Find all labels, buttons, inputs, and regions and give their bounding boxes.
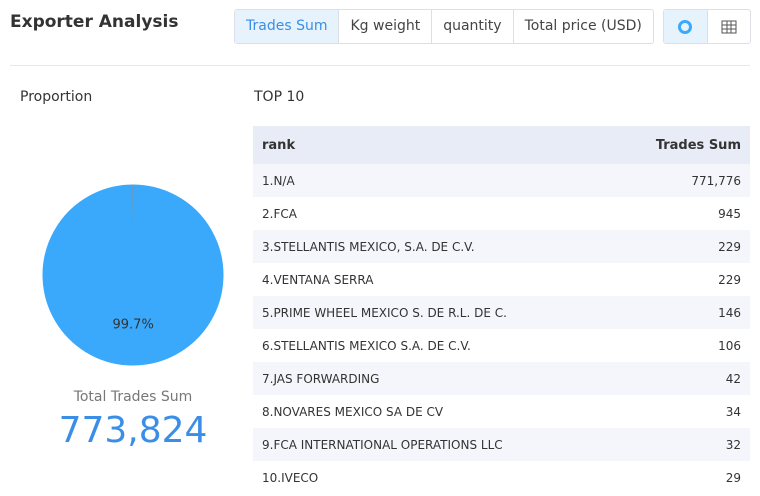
trades-sum: 106	[718, 338, 741, 353]
slice-label: 99.7%	[113, 317, 154, 332]
title: Exporter Analysis	[10, 12, 179, 32]
pie-view-button[interactable]	[664, 10, 708, 43]
table-row: 8.NOVARES MEXICO SA DE CV 34	[253, 395, 750, 428]
column-header: rank	[253, 126, 610, 164]
rank: 1.N/A	[253, 164, 610, 197]
table-icon	[721, 20, 737, 33]
total-value: 773,824	[58, 410, 208, 451]
rank: 7.JAS FORWARDING	[253, 362, 610, 395]
pie-icon	[678, 19, 693, 34]
table-row: 4.VENTANA SERRA 229	[253, 263, 750, 296]
table-row: 10.IVECO 29	[253, 461, 750, 494]
rank: 8.NOVARES MEXICO SA DE CV	[262, 404, 444, 419]
tab[interactable]: Trades Sum	[235, 10, 339, 43]
tab[interactable]: quantity	[431, 10, 512, 43]
top-table: rank Trades Sum 1.N/A 771,776 2.FCA 945 3.STEL…	[253, 126, 750, 494]
total-label: Total Trades Sum	[73, 389, 193, 405]
table-row: 6.STELLANTIS MEXICO S.A. DE C.V. 106	[253, 329, 750, 362]
pie-chart: 0.1%99.7%	[42, 184, 224, 366]
table-row: 1.N/A 771,776	[253, 164, 750, 197]
rank: 10.IVECO	[262, 470, 319, 485]
tab[interactable]: Total price (USD)	[512, 10, 653, 43]
divider	[10, 65, 750, 66]
trades-sum: 42	[609, 362, 750, 395]
trades-sum: 229	[609, 230, 750, 263]
trades-sum: 34	[725, 404, 741, 419]
trades-sum: 29	[725, 470, 741, 485]
trades-sum: 146	[609, 296, 750, 329]
rank: 3.STELLANTIS MEXICO, S.A. DE C.V.	[253, 230, 610, 263]
trades-sum: 771,776	[609, 164, 750, 197]
tab[interactable]: Kg weight	[338, 10, 431, 43]
trades-sum: 229	[718, 272, 741, 287]
pie-slice	[42, 184, 224, 366]
chart-title: Proportion	[20, 89, 93, 105]
rank: 9.FCA INTERNATIONAL OPERATIONS LLC	[253, 428, 610, 461]
table-row: 9.FCA INTERNATIONAL OPERATIONS LLC 32	[253, 428, 750, 461]
table-row: 2.FCA 945	[253, 197, 750, 230]
table-row: 3.STELLANTIS MEXICO, S.A. DE C.V. 229	[253, 230, 750, 263]
table-view-button[interactable]	[708, 10, 751, 43]
rank: 6.STELLANTIS MEXICO S.A. DE C.V.	[262, 338, 471, 353]
table-row: 5.PRIME WHEEL MEXICO S. DE R.L. DE C. 146	[253, 296, 750, 329]
column-header: Trades Sum	[609, 126, 750, 164]
trades-sum: 32	[609, 428, 750, 461]
header-row: rank Trades Sum	[253, 126, 750, 164]
table-title: TOP 10	[254, 89, 305, 105]
tab-bar: Trades Sum Kg weight quantity Total price (…	[234, 9, 654, 44]
rank: 5.PRIME WHEEL MEXICO S. DE R.L. DE C.	[253, 296, 610, 329]
view-switch	[663, 9, 751, 44]
rank: 2.FCA	[262, 206, 297, 221]
trades-sum: 945	[718, 206, 741, 221]
rank: 4.VENTANA SERRA	[262, 272, 374, 287]
table-row: 7.JAS FORWARDING 42	[253, 362, 750, 395]
